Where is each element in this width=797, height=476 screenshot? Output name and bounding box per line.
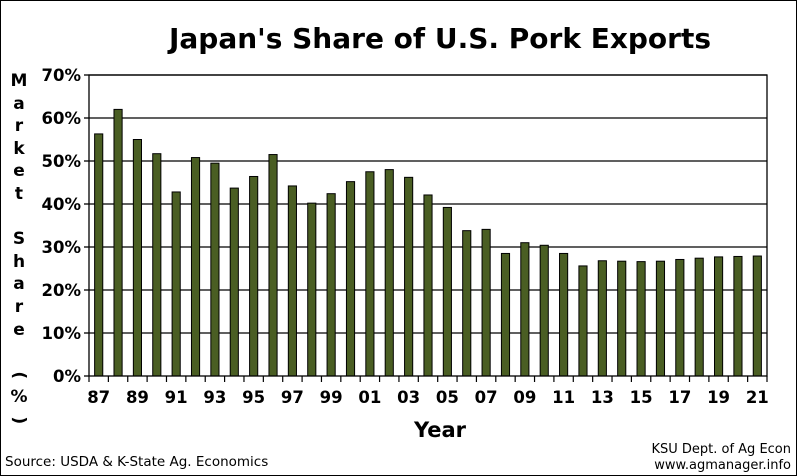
bar-00 [345, 181, 356, 377]
chart-title: Japan's Share of U.S. Pork Exports [168, 22, 712, 55]
bar-09 [520, 242, 530, 377]
y-axis-label-char: h [12, 251, 26, 272]
x-tick-labels: 87 89 91 93 95 97 99 01 03 05 07 09 11 13 15 17 19 21 [87, 388, 769, 407]
y-axis-label-char: M [10, 71, 28, 91]
bar-15 [636, 261, 646, 377]
bar-87 [94, 133, 104, 377]
y-tick-label: 70% [42, 66, 82, 85]
y-tick-labels: 0% 10% 20% 30% 40% 50% 60% 70% [42, 66, 82, 386]
bar-97 [287, 185, 297, 377]
plot-border [88, 74, 768, 377]
bar-17 [675, 258, 685, 377]
y-axis-label-char: a [13, 274, 25, 295]
y-tick-label: 10% [42, 324, 82, 343]
x-tick-label: 15 [630, 388, 653, 407]
x-tick-label: 09 [513, 388, 536, 407]
x-tick-label: 97 [281, 388, 304, 407]
bar-89 [132, 139, 143, 377]
bar-12 [578, 265, 588, 377]
y-axis-label-char: r [14, 296, 24, 317]
bar-05 [442, 206, 452, 377]
bar-01 [365, 171, 375, 377]
bar-98 [307, 202, 317, 377]
y-axis-label-char: k [13, 138, 25, 159]
bar-99 [326, 193, 336, 377]
y-tick-label: 40% [42, 195, 82, 214]
x-axis-label: Year [413, 418, 467, 442]
x-tick-label: 07 [475, 388, 498, 407]
bar-14 [617, 260, 627, 377]
y-axis-label: M a r k e t S h a r e ( % ) [6, 70, 32, 432]
x-tick-label: 21 [746, 388, 769, 407]
bars [94, 108, 762, 377]
x-tick-label: 99 [320, 388, 343, 407]
bar-90 [152, 153, 162, 377]
bar-03 [404, 176, 414, 377]
y-tick-label: 0% [53, 367, 81, 386]
bar-20 [733, 255, 743, 377]
y-axis-label-char: e [13, 161, 25, 182]
x-tick-label: 03 [397, 388, 420, 407]
bar-92 [190, 157, 201, 377]
source-note: Source: USDA & K-State Ag. Economics [5, 454, 269, 470]
y-axis-label-char: % [10, 387, 28, 408]
bar-19 [714, 256, 724, 377]
x-tick-label: 87 [87, 388, 110, 407]
x-tick-label: 93 [203, 388, 226, 407]
y-axis-label-char: a [13, 93, 25, 114]
bar-11 [559, 252, 569, 377]
bar-13 [597, 260, 607, 377]
x-tick-label: 91 [165, 388, 188, 407]
x-tick-label: 89 [126, 388, 149, 407]
bar-96 [268, 154, 278, 377]
y-axis-label-char: S [12, 229, 26, 250]
y-axis-label-char: r [14, 116, 24, 137]
x-tick-label: 05 [436, 388, 459, 407]
y-tick-label: 20% [42, 281, 82, 300]
bar-10 [539, 244, 549, 377]
x-tick-label: 19 [707, 388, 730, 407]
bar-94 [229, 187, 239, 377]
bar-88 [113, 108, 123, 377]
credit-line-1: KSU Dept. of Ag Econ [651, 442, 791, 457]
bar-08 [500, 252, 511, 377]
bar-07 [481, 228, 491, 377]
bar-04 [423, 194, 433, 377]
x-tick-label: 95 [242, 388, 265, 407]
y-tick-label: 30% [42, 238, 82, 257]
y-tick-label: 50% [42, 152, 82, 171]
bar-91 [171, 191, 181, 377]
bar-93 [210, 162, 220, 377]
x-tick-label: 13 [591, 388, 614, 407]
x-tick-label: 11 [552, 388, 575, 407]
x-tick-label: 01 [358, 388, 381, 407]
y-axis-label-char: e [13, 319, 25, 340]
bar-21 [752, 255, 762, 377]
y-tick-label: 60% [42, 109, 82, 128]
x-tick-label: 17 [668, 388, 691, 407]
credit-note: KSU Dept. of Ag Econ www.agmanager.info [651, 442, 791, 474]
axes [84, 74, 768, 382]
bar-06 [462, 230, 472, 377]
y-axis-label-char: t [14, 183, 24, 204]
bar-16 [655, 260, 666, 377]
bar-95 [249, 175, 259, 377]
bar-02 [384, 169, 394, 377]
bar-18 [694, 257, 704, 377]
credit-line-2: www.agmanager.info [654, 458, 791, 473]
